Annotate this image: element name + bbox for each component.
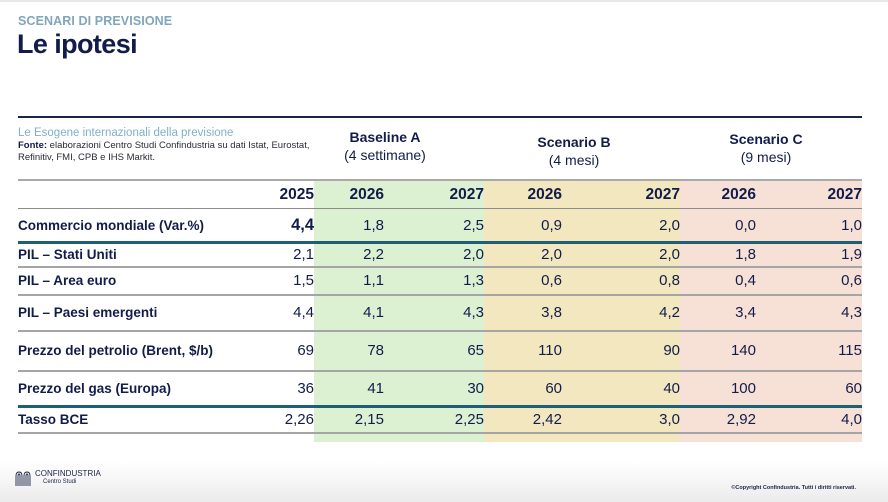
value-cell: 2,1	[268, 242, 314, 268]
scenario-name: Scenario B	[537, 134, 611, 150]
scenario-header-c: Scenario C (9 mesi)	[696, 130, 836, 166]
value-cell: 4,3	[394, 294, 484, 332]
value-cell: 2,0	[394, 242, 484, 268]
value-cell: 1,9	[770, 242, 862, 268]
value-cell: 40	[586, 370, 680, 408]
value-cell: 2,15	[314, 406, 394, 434]
value-cell: 2,0	[484, 242, 586, 268]
confindustria-logo: CONFINDUSTRIA Centro Studi	[14, 469, 101, 487]
source-title: Le Esogene internazionali della previsio…	[18, 127, 234, 139]
footer	[0, 462, 888, 502]
value-cell: 3,0	[586, 406, 680, 434]
value-cell: 3,4	[680, 294, 770, 332]
table-row: PIL – Area euro 1,5 1,1 1,3 0,6 0,8 0,4 0,6	[18, 266, 862, 296]
value-cell: 1,8	[314, 208, 394, 244]
table-row: Prezzo del petrolio (Brent, $/b) 69 78 65 11…	[18, 330, 862, 372]
value-cell: 60	[770, 370, 862, 408]
value-cell: 2,0	[586, 242, 680, 268]
row-label: Commercio mondiale (Var.%)	[18, 208, 268, 244]
year-header: 2025	[268, 179, 314, 209]
value-cell: 4,4	[268, 294, 314, 332]
year-header: 2026	[680, 179, 770, 209]
top-border	[0, 0, 888, 2]
value-cell: 69	[268, 330, 314, 372]
year-header: 2027	[586, 179, 680, 209]
value-cell: 41	[314, 370, 394, 408]
value-cell: 1,0	[770, 208, 862, 244]
value-cell: 4,2	[586, 294, 680, 332]
row-label: PIL – Paesi emergenti	[18, 294, 268, 332]
exogenous-table: 2025 2026 2027 2026 2027 2026 2027 Comme…	[18, 179, 862, 434]
value-cell: 115	[770, 330, 862, 372]
value-cell: 2,0	[586, 208, 680, 244]
table-row: Tasso BCE 2,26 2,15 2,25 2,42 3,0 2,92 4,0	[18, 406, 862, 434]
value-cell: 2,42	[484, 406, 586, 434]
scenario-subtitle: (4 settimane)	[344, 147, 426, 163]
scenario-header-baseline-a: Baseline A (4 settimane)	[314, 128, 456, 164]
value-cell: 78	[314, 330, 394, 372]
value-cell: 1,5	[268, 266, 314, 296]
scenario-header-b: Scenario B (4 mesi)	[500, 133, 648, 169]
row-label: PIL – Stati Uniti	[18, 242, 268, 268]
scenario-name: Scenario C	[729, 131, 803, 147]
source-label: Fonte:	[18, 140, 48, 151]
value-cell: 60	[484, 370, 586, 408]
row-label: Prezzo del gas (Europa)	[18, 370, 268, 408]
row-label: Prezzo del petrolio (Brent, $/b)	[18, 330, 268, 372]
table-row: Commercio mondiale (Var.%) 4,4 1,8 2,5 0,9 2,…	[18, 208, 862, 244]
value-cell: 1,3	[394, 266, 484, 296]
value-cell: 90	[586, 330, 680, 372]
value-cell: 100	[680, 370, 770, 408]
value-cell: 1,8	[680, 242, 770, 268]
year-header: 2027	[394, 179, 484, 209]
table-row: Prezzo del gas (Europa) 36 41 30 60 40 100 60	[18, 370, 862, 408]
empty-header	[18, 179, 268, 209]
value-cell: 2,92	[680, 406, 770, 434]
section-kicker: SCENARI DI PREVISIONE	[18, 14, 173, 28]
value-cell: 140	[680, 330, 770, 372]
value-cell: 4,3	[770, 294, 862, 332]
table-row: PIL – Paesi emergenti 4,4 4,1 4,3 3,8 4,2 3,4 4…	[18, 294, 862, 332]
page-title: Le ipotesi	[17, 29, 138, 59]
scenario-subtitle: (4 mesi)	[548, 152, 600, 168]
value-cell: 4,0	[770, 406, 862, 434]
value-cell: 110	[484, 330, 586, 372]
row-label: PIL – Area euro	[18, 266, 268, 296]
value-cell: 0,6	[770, 266, 862, 296]
scenario-name: Baseline A	[349, 129, 421, 145]
source-text: elaborazioni Centro Studi Confindustria …	[18, 140, 310, 163]
value-cell: 36	[268, 370, 314, 408]
value-cell: 4,4	[268, 208, 314, 244]
header-divider	[18, 116, 862, 118]
logo-emblem-icon	[15, 471, 31, 486]
value-cell: 1,1	[314, 266, 394, 296]
table-row: PIL – Stati Uniti 2,1 2,2 2,0 2,0 2,0 1,8 1,9	[18, 242, 862, 268]
copyright-notice: ©Copyright Confindustria. Tutti i diritt…	[731, 485, 856, 491]
value-cell: 0,9	[484, 208, 586, 244]
year-header: 2027	[770, 179, 862, 209]
value-cell: 2,5	[394, 208, 484, 244]
year-header-row: 2025 2026 2027 2026 2027 2026 2027	[18, 179, 862, 209]
value-cell: 0,8	[586, 266, 680, 296]
value-cell: 30	[394, 370, 484, 408]
year-header: 2026	[484, 179, 586, 209]
source-note: Le Esogene internazionali della previsio…	[18, 127, 318, 163]
year-header: 2026	[314, 179, 394, 209]
row-label: Tasso BCE	[18, 406, 268, 434]
value-cell: 2,25	[394, 406, 484, 434]
scenario-subtitle: (9 mesi)	[740, 149, 792, 165]
value-cell: 4,1	[314, 294, 394, 332]
value-cell: 0,6	[484, 266, 586, 296]
logo-subtitle: Centro Studi	[43, 479, 77, 485]
value-cell: 0,4	[680, 266, 770, 296]
value-cell: 2,26	[268, 406, 314, 434]
logo-name: CONFINDUSTRIA	[35, 469, 101, 478]
value-cell: 0,0	[680, 208, 770, 244]
value-cell: 3,8	[484, 294, 586, 332]
value-cell: 65	[394, 330, 484, 372]
value-cell: 2,2	[314, 242, 394, 268]
